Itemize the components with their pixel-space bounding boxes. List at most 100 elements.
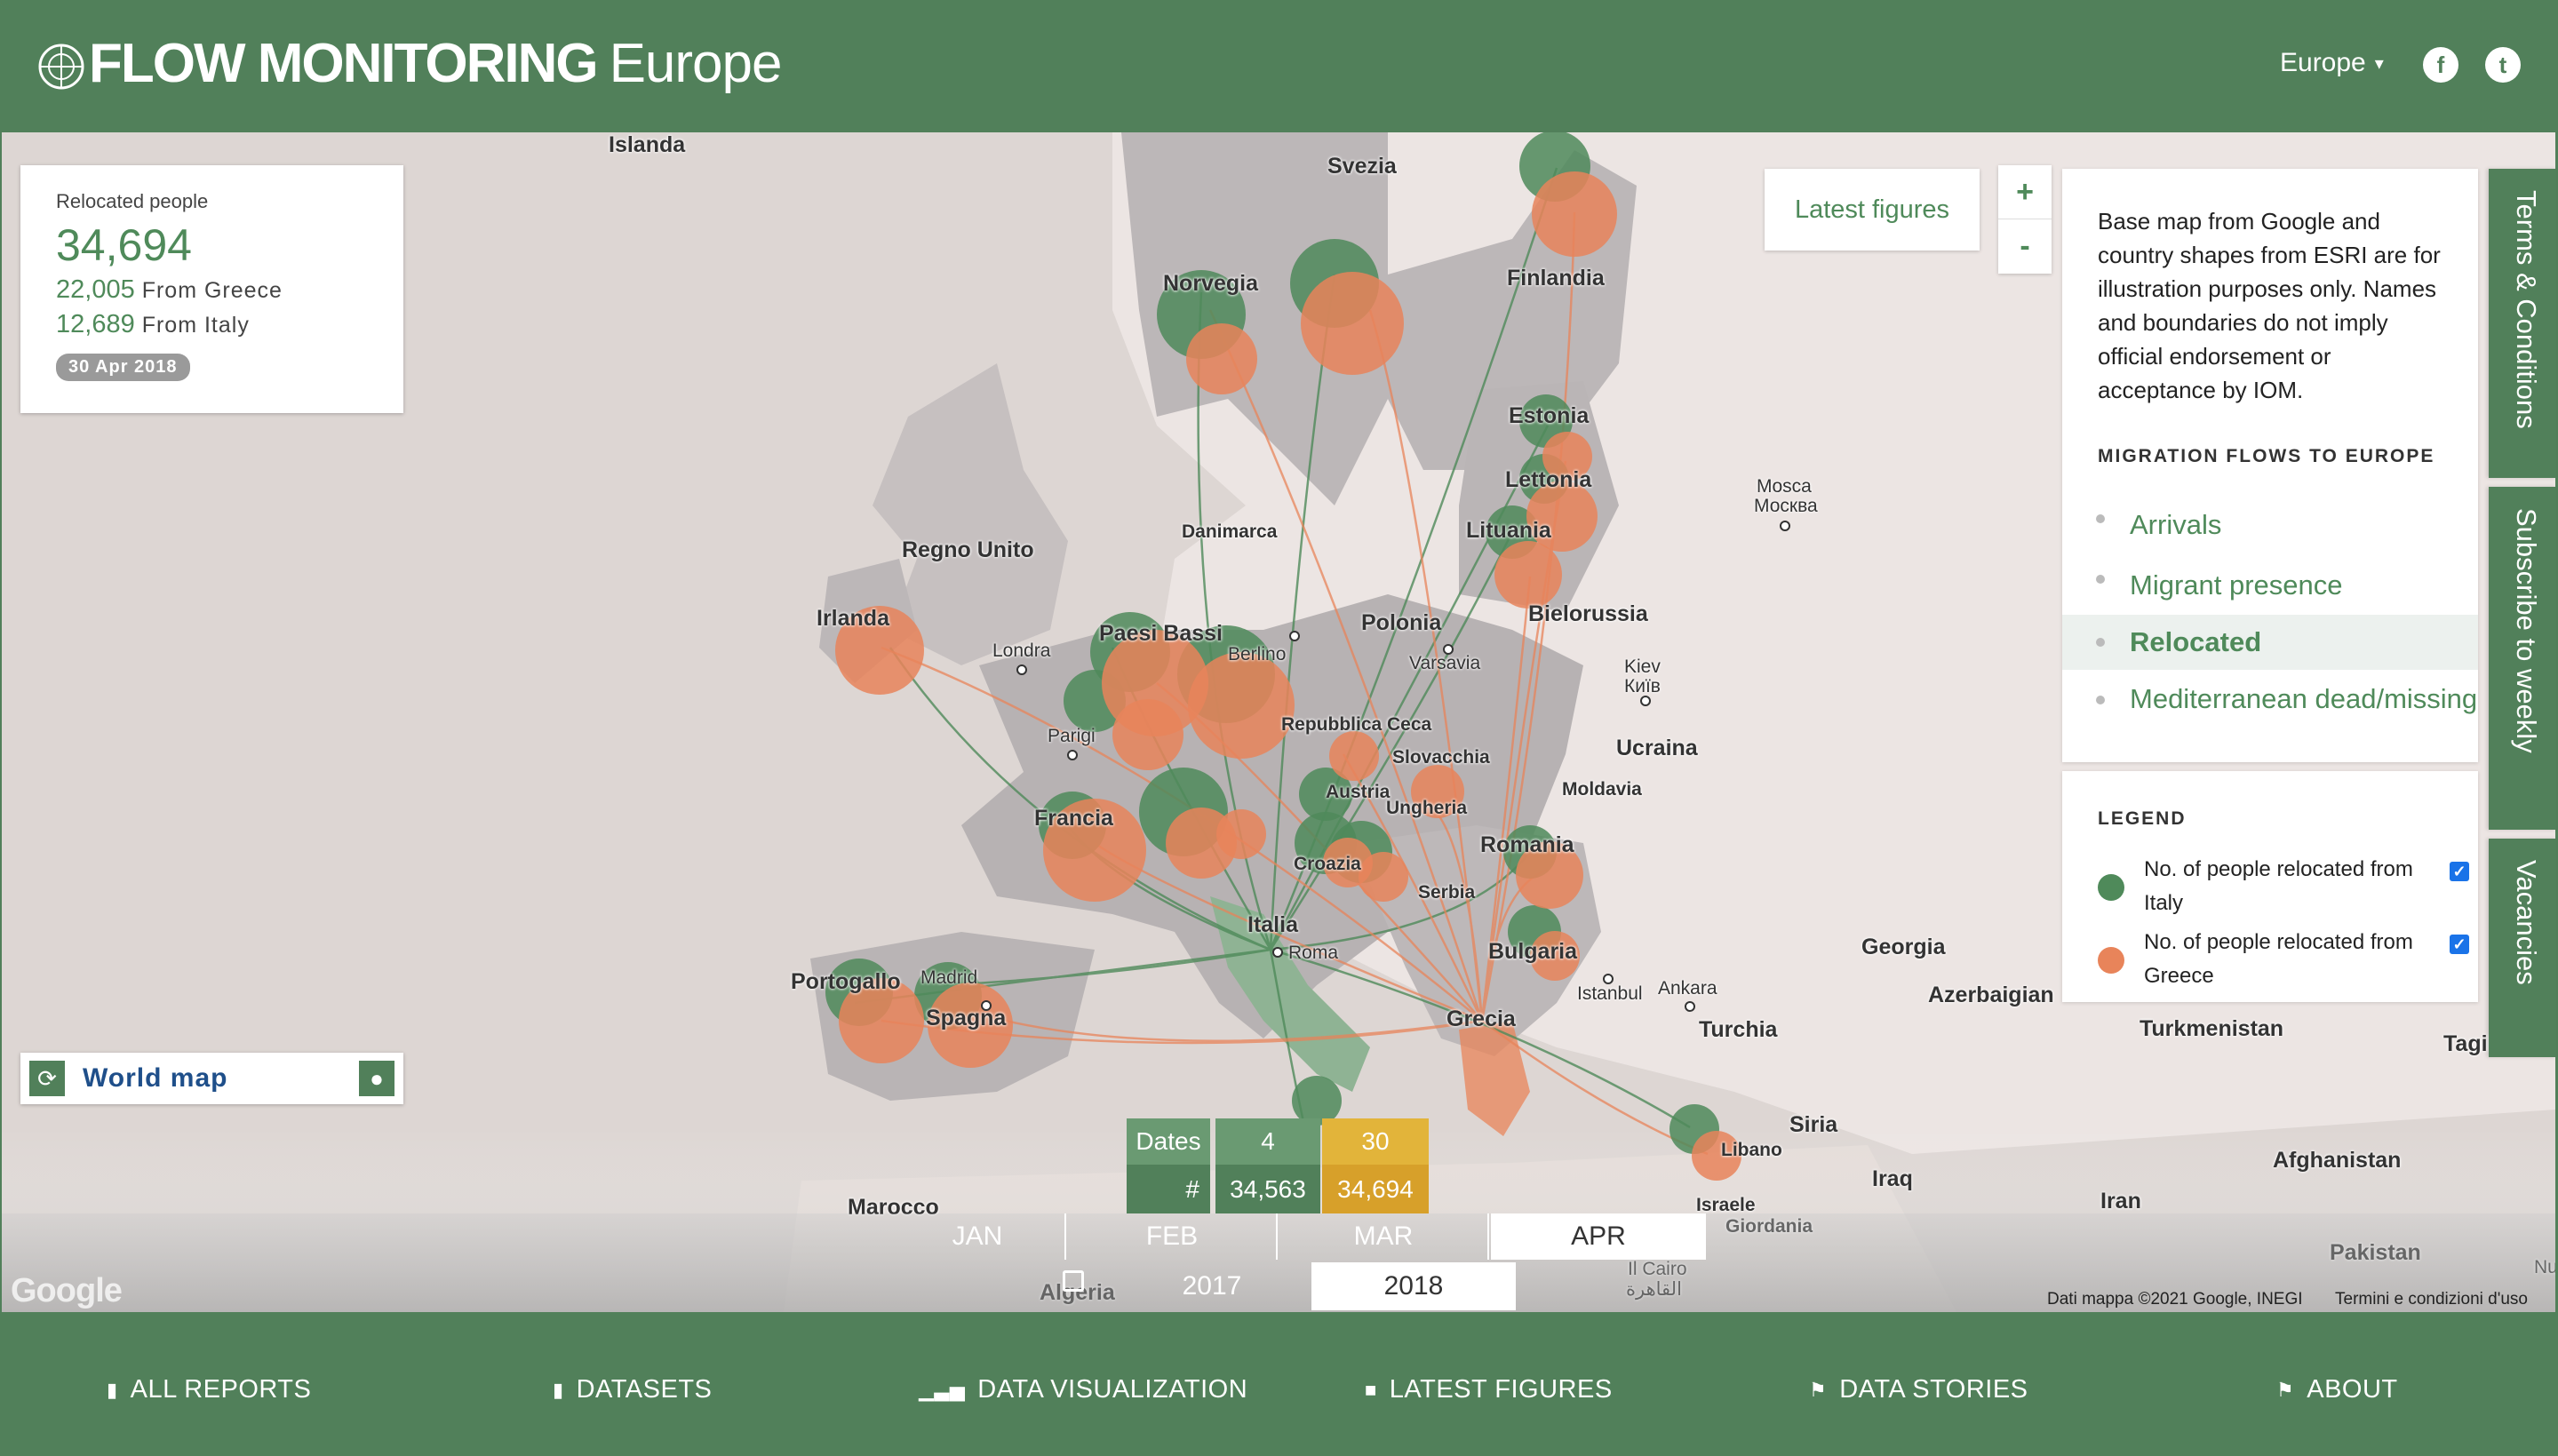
- bullet-icon: [2096, 514, 2105, 523]
- zoom-in-button[interactable]: +: [1998, 165, 2052, 219]
- map-label: Parigi: [1048, 726, 1096, 746]
- map-label: Mosca: [1757, 476, 1812, 497]
- year-2018[interactable]: 2018: [1311, 1262, 1516, 1310]
- flow-item-mediterranean[interactable]: Mediterranean dead/missing: [2062, 682, 2478, 753]
- facebook-icon[interactable]: f: [2423, 47, 2458, 83]
- map-data-attribution: Dati mappa ©2021 Google, INEGI: [2047, 1290, 2303, 1309]
- month-mar[interactable]: MAR: [1279, 1213, 1489, 1260]
- stats-greece: 22,005 From Greece: [56, 275, 368, 305]
- hash-label: #: [1127, 1165, 1210, 1213]
- dates-label: Dates: [1127, 1118, 1210, 1165]
- map-pin-icon[interactable]: ●: [359, 1061, 394, 1096]
- chevron-down-icon: ▾: [2374, 53, 2384, 74]
- map-label: Turkmenistan: [2140, 1016, 2284, 1041]
- map-disclaimer: Base map from Google and country shapes …: [2098, 208, 2441, 403]
- iom-logo-icon[interactable]: [37, 43, 85, 91]
- map-label: Varsavia: [1409, 653, 1481, 673]
- map-label: Pakistan: [2330, 1240, 2421, 1266]
- map-label: Madrid: [920, 967, 978, 988]
- file-icon: ▮: [553, 1378, 564, 1401]
- terms-tab[interactable]: Terms & Conditions: [2489, 169, 2556, 478]
- site-header: FLOW MONITORING Europe Europe ▾ f t: [0, 0, 2558, 132]
- year-2017[interactable]: 2017: [1182, 1271, 1242, 1301]
- map-label: Ankara: [1658, 978, 1717, 999]
- stats-greece-value: 22,005: [56, 275, 135, 304]
- map-label: Polonia: [1361, 610, 1442, 635]
- stats-total: 34,694: [56, 220, 192, 270]
- refresh-icon[interactable]: ⟳: [29, 1061, 65, 1096]
- map-label: Berlino: [1228, 644, 1287, 664]
- map-label: Il Cairo: [1628, 1259, 1687, 1280]
- month-jan[interactable]: JAN: [890, 1213, 1066, 1260]
- legend-greece-checkbox[interactable]: ✓: [2450, 935, 2469, 954]
- legend-italy-swatch: [2098, 874, 2124, 901]
- map-label: Nu: [2534, 1257, 2555, 1278]
- map-terms-link[interactable]: Termini e condizioni d'uso: [2335, 1290, 2528, 1309]
- google-logo: Google: [11, 1272, 123, 1309]
- nav-label: LATEST FIGURES: [1389, 1375, 1613, 1404]
- legend-greece: No. of people relocated from Greece ✓: [2098, 926, 2471, 993]
- world-map-label: World map: [83, 1063, 228, 1093]
- legend-italy: No. of people relocated from Italy ✓: [2098, 853, 2471, 920]
- flow-item-label: Arrivals: [2130, 509, 2222, 540]
- nav-data-visualization[interactable]: ▁▃▅ DATA VISUALIZATION: [919, 1375, 1247, 1404]
- nav-latest-figures[interactable]: ■ LATEST FIGURES: [1365, 1375, 1613, 1404]
- brand-strong: FLOW MONITORING: [89, 33, 599, 94]
- map-label: Bulgaria: [1488, 939, 1578, 964]
- legend-italy-label: No. of people relocated from Italy: [2144, 857, 2413, 915]
- map-label: Francia: [1034, 806, 1113, 831]
- flow-item-arrivals[interactable]: Arrivals: [2062, 501, 2478, 549]
- nav-about[interactable]: ⚑ ABOUT: [2276, 1375, 2398, 1404]
- bullet-icon: [2096, 696, 2105, 704]
- flow-item-label: Mediterranean dead/missing: [2130, 683, 2478, 714]
- calendar-icon[interactable]: [1063, 1270, 1084, 1292]
- month-feb[interactable]: FEB: [1068, 1213, 1278, 1260]
- map-label: Afghanistan: [2273, 1148, 2402, 1173]
- zoom-out-button[interactable]: -: [2020, 229, 2030, 263]
- region-dropdown[interactable]: Europe ▾: [2280, 48, 2384, 78]
- site-title[interactable]: FLOW MONITORING Europe: [89, 32, 783, 96]
- legend-greece-swatch: [2098, 947, 2124, 974]
- map-label: Serbia: [1418, 882, 1476, 903]
- nav-label: ABOUT: [2307, 1375, 2398, 1404]
- map-label: Irlanda: [817, 606, 889, 631]
- flows-title: MIGRATION FLOWS TO EUROPE: [2098, 446, 2435, 466]
- nav-label: DATA STORIES: [1839, 1375, 2028, 1404]
- map-label: Norvegia: [1163, 271, 1258, 296]
- nav-data-stories[interactable]: ⚑ DATA STORIES: [1809, 1375, 2028, 1404]
- map-label: Київ: [1624, 676, 1661, 696]
- legend-italy-checkbox[interactable]: ✓: [2450, 862, 2469, 881]
- latest-figures-button[interactable]: Latest figures: [1765, 169, 1980, 251]
- map-label: Grecia: [1446, 1006, 1516, 1031]
- flow-item-relocated[interactable]: Relocated: [2062, 615, 2478, 670]
- timeline-bar: [2, 1213, 2555, 1312]
- month-apr[interactable]: APR: [1491, 1213, 1706, 1260]
- nav-all-reports[interactable]: ▮ ALL REPORTS: [107, 1375, 311, 1404]
- map-label: Regno Unito: [902, 537, 1034, 562]
- flag-icon: ⚑: [1809, 1378, 1828, 1401]
- map-label: Kiev: [1624, 656, 1661, 677]
- map-label: Iran: [2100, 1189, 2141, 1213]
- twitter-icon[interactable]: t: [2485, 47, 2521, 83]
- land-italy: [1210, 896, 1370, 1092]
- map-label: Lettonia: [1505, 467, 1592, 492]
- flow-item-label: Relocated: [2130, 626, 2262, 657]
- nav-label: DATASETS: [576, 1375, 713, 1404]
- map-label: Estonia: [1509, 403, 1590, 428]
- flag-icon: ⚑: [2276, 1378, 2295, 1401]
- region-value: Europe: [2280, 48, 2366, 77]
- nav-datasets[interactable]: ▮ DATASETS: [553, 1375, 712, 1404]
- relocated-stats-card: Relocated people 34,694 22,005 From Greec…: [20, 165, 403, 413]
- bar-chart-icon: ▁▃▅: [919, 1378, 966, 1401]
- stats-italy: 12,689 From Italy: [56, 310, 368, 339]
- legend-greece-label: No. of people relocated from Greece: [2144, 930, 2413, 988]
- map-label: Londra: [992, 640, 1051, 661]
- subscribe-tab[interactable]: Subscribe to weekly: [2489, 487, 2556, 830]
- flow-item-migrant-presence[interactable]: Migrant presence: [2062, 561, 2478, 609]
- vacancies-tab[interactable]: Vacancies: [2489, 839, 2556, 1057]
- map-label: Spagna: [926, 1006, 1007, 1030]
- date-col-2: 30: [1322, 1118, 1429, 1165]
- world-map-button[interactable]: ⟳ World map ●: [20, 1053, 403, 1104]
- map-label: Islanda: [609, 132, 686, 157]
- legend-title: LEGEND: [2098, 808, 2187, 829]
